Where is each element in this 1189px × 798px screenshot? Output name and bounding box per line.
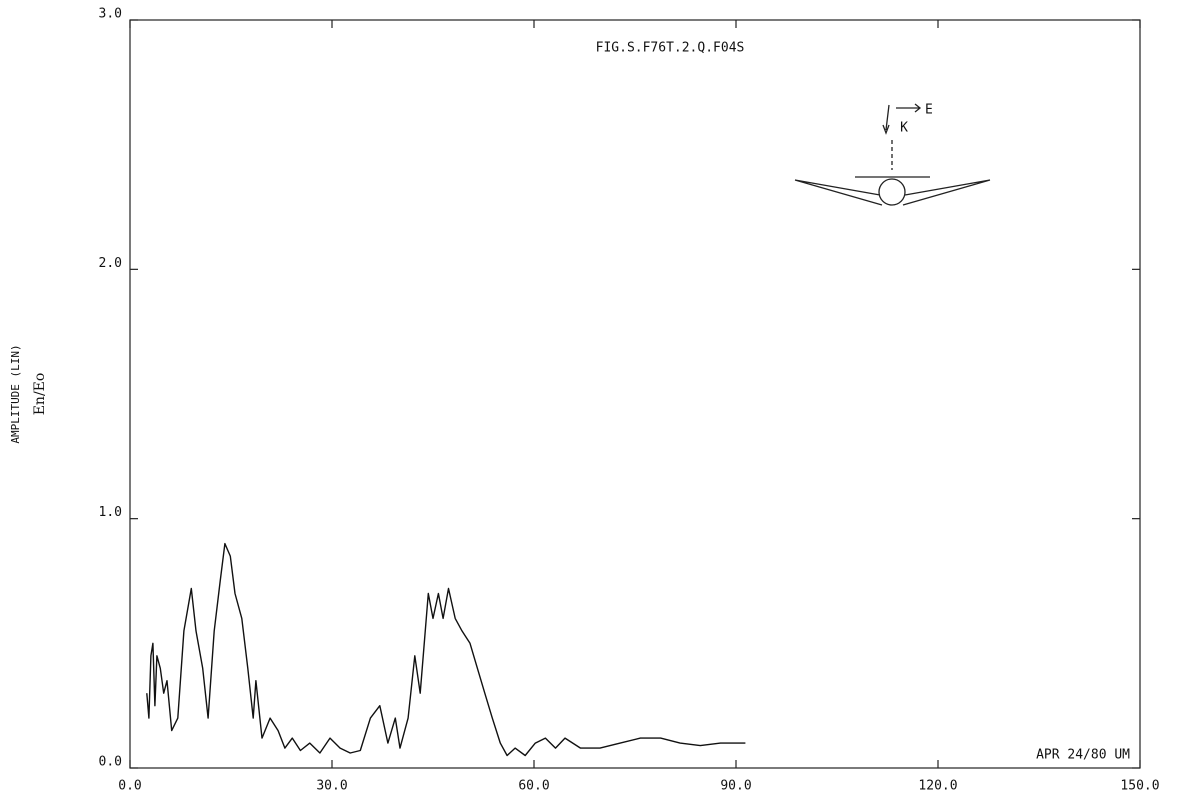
chart-title: FIG.S.F76T.2.Q.F04S	[596, 41, 745, 56]
data-line	[146, 542, 746, 757]
x-tick-label: 0.0	[118, 779, 141, 794]
x-tick-label: 30.0	[316, 779, 347, 794]
aircraft-diagram: E K	[794, 103, 991, 206]
y-tick-label: 0.0	[99, 755, 122, 770]
x-tick-label: 60.0	[518, 779, 549, 794]
y-axis-label: AMPLITUDE (LIN)	[9, 344, 22, 443]
y-tick-label: 1.0	[99, 505, 122, 520]
aircraft-wing	[794, 179, 991, 206]
x-tick-label: 90.0	[720, 779, 751, 794]
aircraft-fuselage	[878, 178, 906, 206]
x-tick-label: 150.0	[1120, 779, 1159, 794]
y-axis-sublabel: En/Eo	[32, 373, 48, 416]
plot-frame	[129, 19, 1141, 769]
field-arrows	[882, 103, 922, 135]
x-tick-label: 120.0	[918, 779, 957, 794]
y-tick-label: 3.0	[99, 7, 122, 22]
y-tick-label: 2.0	[99, 256, 122, 271]
diagram-label: E	[925, 103, 933, 118]
annotation: APR 24/80 UM	[1036, 748, 1130, 763]
diagram-label: K	[900, 121, 908, 136]
